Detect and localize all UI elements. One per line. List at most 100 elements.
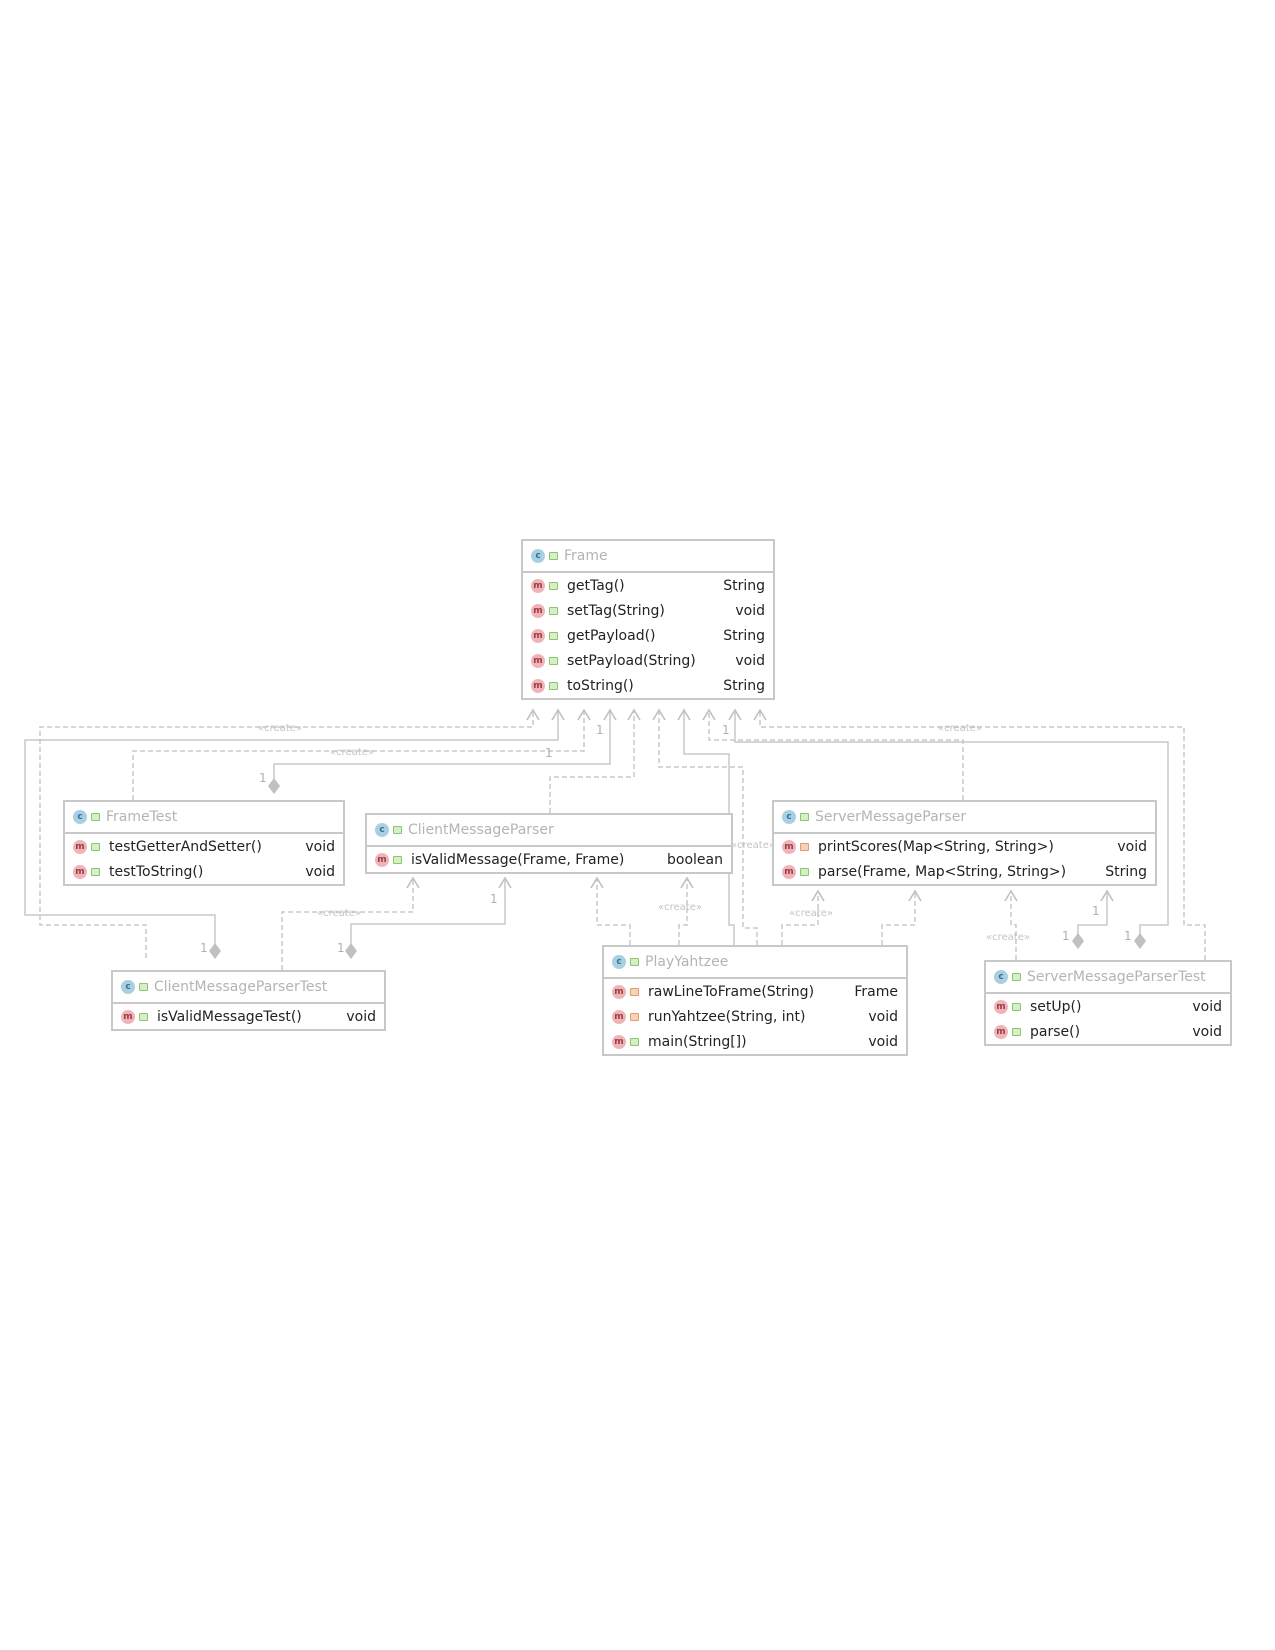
edge-servertest-create-serverparser bbox=[1010, 893, 1017, 960]
test-method-icon: m bbox=[994, 1024, 1008, 1039]
multiplicity-label: 1 bbox=[200, 941, 208, 955]
class-name: FrameTest bbox=[106, 809, 178, 825]
class-servermessageparser[interactable]: c ServerMessageParser m printScores(Map<S… bbox=[772, 800, 1157, 886]
multiplicity-label: 1 bbox=[259, 771, 267, 785]
method-row[interactable]: m parse(Frame, Map<String, String>) String bbox=[774, 859, 1155, 884]
public-icon bbox=[393, 826, 402, 834]
return-type: void bbox=[735, 602, 765, 619]
method-row[interactable]: m rawLineToFrame(String) Frame bbox=[604, 979, 906, 1004]
class-frametest[interactable]: c FrameTest m testGetterAndSetter() void m… bbox=[63, 800, 345, 886]
class-header: c ClientMessageParser bbox=[367, 815, 731, 847]
edge-clientparser-uses-frame bbox=[549, 712, 635, 813]
private-lock-icon bbox=[800, 842, 809, 851]
public-icon bbox=[139, 983, 148, 991]
edge-frametest-has-frame bbox=[273, 712, 611, 786]
method-row[interactable]: m setUp() void bbox=[986, 994, 1230, 1019]
method-icon: m bbox=[612, 1034, 626, 1049]
class-header: c PlayYahtzee bbox=[604, 947, 906, 979]
edge-clienttest-create-frame bbox=[39, 712, 534, 958]
method-row[interactable]: m setPayload(String) void bbox=[523, 648, 773, 673]
class-name: ClientMessageParser bbox=[408, 822, 554, 838]
create-label: «create» bbox=[986, 932, 1030, 943]
public-icon bbox=[549, 581, 558, 590]
method-row[interactable]: m getPayload() String bbox=[523, 623, 773, 648]
method-row[interactable]: m isValidMessageTest() void bbox=[113, 1004, 384, 1029]
aggregation-diamonds bbox=[209, 778, 1146, 959]
method-row[interactable]: m printScores(Map<String, String>) void bbox=[774, 834, 1155, 859]
method-icon: m bbox=[531, 603, 545, 618]
method-signature: testGetterAndSetter() bbox=[109, 838, 262, 855]
class-name: Frame bbox=[564, 548, 608, 564]
public-icon bbox=[91, 813, 100, 821]
return-type: void bbox=[1192, 1023, 1222, 1040]
class-servermessageparsertest[interactable]: c ServerMessageParserTest m setUp() void m… bbox=[984, 960, 1232, 1046]
class-playyahtzee[interactable]: c PlayYahtzee m rawLineToFrame(String) Fra… bbox=[602, 945, 908, 1056]
edge-servertest-has-frame bbox=[734, 712, 1169, 941]
class-header: c ServerMessageParser bbox=[774, 802, 1155, 834]
class-clientmessageparsertest[interactable]: c ClientMessageParserTest m isValidMessag… bbox=[111, 970, 386, 1031]
return-type: String bbox=[723, 577, 765, 594]
class-icon: c bbox=[782, 810, 796, 824]
method-row[interactable]: m getTag() String bbox=[523, 573, 773, 598]
method-row[interactable]: m isValidMessage(Frame, Frame) boolean bbox=[367, 847, 731, 872]
test-class-icon: c bbox=[73, 810, 87, 824]
main-class-icon: c bbox=[612, 955, 626, 969]
method-signature: getTag() bbox=[567, 577, 625, 594]
method-signature: parse() bbox=[1030, 1023, 1081, 1040]
test-method-icon: m bbox=[73, 864, 87, 879]
edge-clienttest-has-clientparser bbox=[350, 880, 506, 951]
method-signature: runYahtzee(String, int) bbox=[648, 1008, 806, 1025]
return-type: void bbox=[1117, 838, 1147, 855]
return-type: String bbox=[723, 627, 765, 644]
method-icon: m bbox=[531, 678, 545, 693]
method-signature: isValidMessage(Frame, Frame) bbox=[411, 851, 625, 868]
return-type: void bbox=[305, 838, 335, 855]
edge-playyahtzee-uses-serverparser bbox=[881, 893, 916, 945]
edge-playyahtzee-create-serverparser bbox=[781, 893, 819, 945]
method-row[interactable]: m parse() void bbox=[986, 1019, 1230, 1044]
method-icon: m bbox=[531, 653, 545, 668]
public-icon bbox=[800, 867, 809, 876]
method-signature: testToString() bbox=[109, 863, 204, 880]
private-lock-icon bbox=[630, 1012, 639, 1021]
method-signature: setTag(String) bbox=[567, 602, 665, 619]
create-edges bbox=[39, 712, 1206, 970]
method-signature: main(String[]) bbox=[648, 1033, 747, 1050]
method-row[interactable]: m testToString() void bbox=[65, 859, 343, 884]
method-row[interactable]: m runYahtzee(String, int) void bbox=[604, 1004, 906, 1029]
test-class-icon: c bbox=[994, 970, 1008, 984]
class-clientmessageparser[interactable]: c ClientMessageParser m isValidMessage(Fr… bbox=[365, 813, 733, 874]
class-header: c ClientMessageParserTest bbox=[113, 972, 384, 1004]
edge-clienttest-create-clientparser bbox=[281, 880, 414, 970]
method-row[interactable]: m testGetterAndSetter() void bbox=[65, 834, 343, 859]
method-signature: isValidMessageTest() bbox=[157, 1008, 302, 1025]
return-type: Frame bbox=[854, 983, 898, 1000]
method-signature: setUp() bbox=[1030, 998, 1082, 1015]
multiplicity-label: 1 bbox=[1092, 904, 1100, 918]
method-row[interactable]: m toString() String bbox=[523, 673, 773, 698]
create-label: «create» bbox=[330, 747, 374, 758]
multiplicity-label: 1 bbox=[490, 892, 498, 906]
create-label: «create» bbox=[789, 908, 833, 919]
method-row[interactable]: m setTag(String) void bbox=[523, 598, 773, 623]
method-signature: setPayload(String) bbox=[567, 652, 696, 669]
test-method-icon: m bbox=[73, 839, 87, 854]
public-icon bbox=[139, 1012, 148, 1021]
method-icon: m bbox=[994, 999, 1008, 1014]
multiplicity-label: 1 bbox=[545, 746, 553, 760]
return-type: void bbox=[346, 1008, 376, 1025]
method-row[interactable]: m main(String[]) void bbox=[604, 1029, 906, 1054]
edge-serverparser-uses-frame bbox=[708, 712, 964, 800]
class-header: c FrameTest bbox=[65, 802, 343, 834]
multiplicity-labels: 1 1 1 1 1 1 1 1 1 1 bbox=[200, 723, 1132, 955]
public-icon bbox=[800, 813, 809, 821]
class-name: PlayYahtzee bbox=[645, 954, 729, 970]
create-label: «create» bbox=[317, 908, 361, 919]
public-icon bbox=[549, 552, 558, 560]
return-type: void bbox=[868, 1033, 898, 1050]
return-type: void bbox=[305, 863, 335, 880]
class-frame[interactable]: c Frame m getTag() String m setTag(String) v… bbox=[521, 539, 775, 700]
method-signature: getPayload() bbox=[567, 627, 656, 644]
create-labels: «create» «create» «create» «create» «cre… bbox=[258, 723, 1030, 943]
